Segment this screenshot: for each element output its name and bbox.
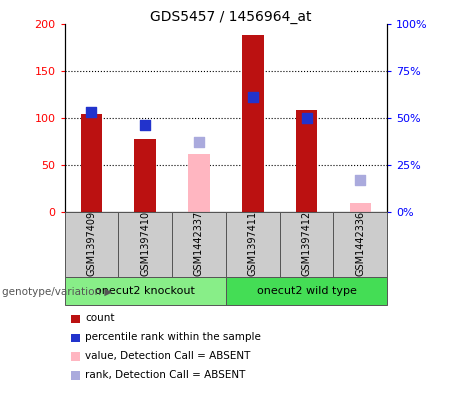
Text: GSM1397411: GSM1397411 [248, 211, 258, 276]
Point [88, 109, 95, 116]
Bar [242, 35, 264, 212]
Text: onecut2 knockout: onecut2 knockout [95, 286, 195, 296]
Bar [349, 203, 371, 212]
Bar [188, 154, 210, 212]
Text: GSM1397412: GSM1397412 [301, 211, 312, 276]
Text: GSM1397409: GSM1397409 [86, 211, 96, 276]
Text: count: count [85, 313, 115, 323]
Bar [226, 277, 387, 305]
Text: GSM1442336: GSM1442336 [355, 211, 366, 276]
Text: genotype/variation ▶: genotype/variation ▶ [2, 286, 112, 297]
Text: rank, Detection Call = ABSENT: rank, Detection Call = ABSENT [85, 370, 246, 380]
Text: value, Detection Call = ABSENT: value, Detection Call = ABSENT [85, 351, 251, 361]
Bar [296, 110, 317, 212]
Bar [280, 212, 333, 277]
Bar [135, 139, 156, 212]
Text: GSM1442337: GSM1442337 [194, 211, 204, 276]
Bar [172, 212, 226, 277]
Point [357, 177, 364, 183]
Bar [65, 212, 118, 277]
Text: GDS5457 / 1456964_at: GDS5457 / 1456964_at [150, 10, 311, 24]
Text: onecut2 wild type: onecut2 wild type [257, 286, 356, 296]
Bar [118, 212, 172, 277]
Point [249, 94, 256, 100]
Bar [81, 114, 102, 212]
Point [195, 139, 203, 145]
Point [142, 122, 149, 129]
Bar [65, 277, 226, 305]
Text: percentile rank within the sample: percentile rank within the sample [85, 332, 261, 342]
Bar [226, 212, 280, 277]
Bar [333, 212, 387, 277]
Point [303, 115, 310, 121]
Text: GSM1397410: GSM1397410 [140, 211, 150, 276]
